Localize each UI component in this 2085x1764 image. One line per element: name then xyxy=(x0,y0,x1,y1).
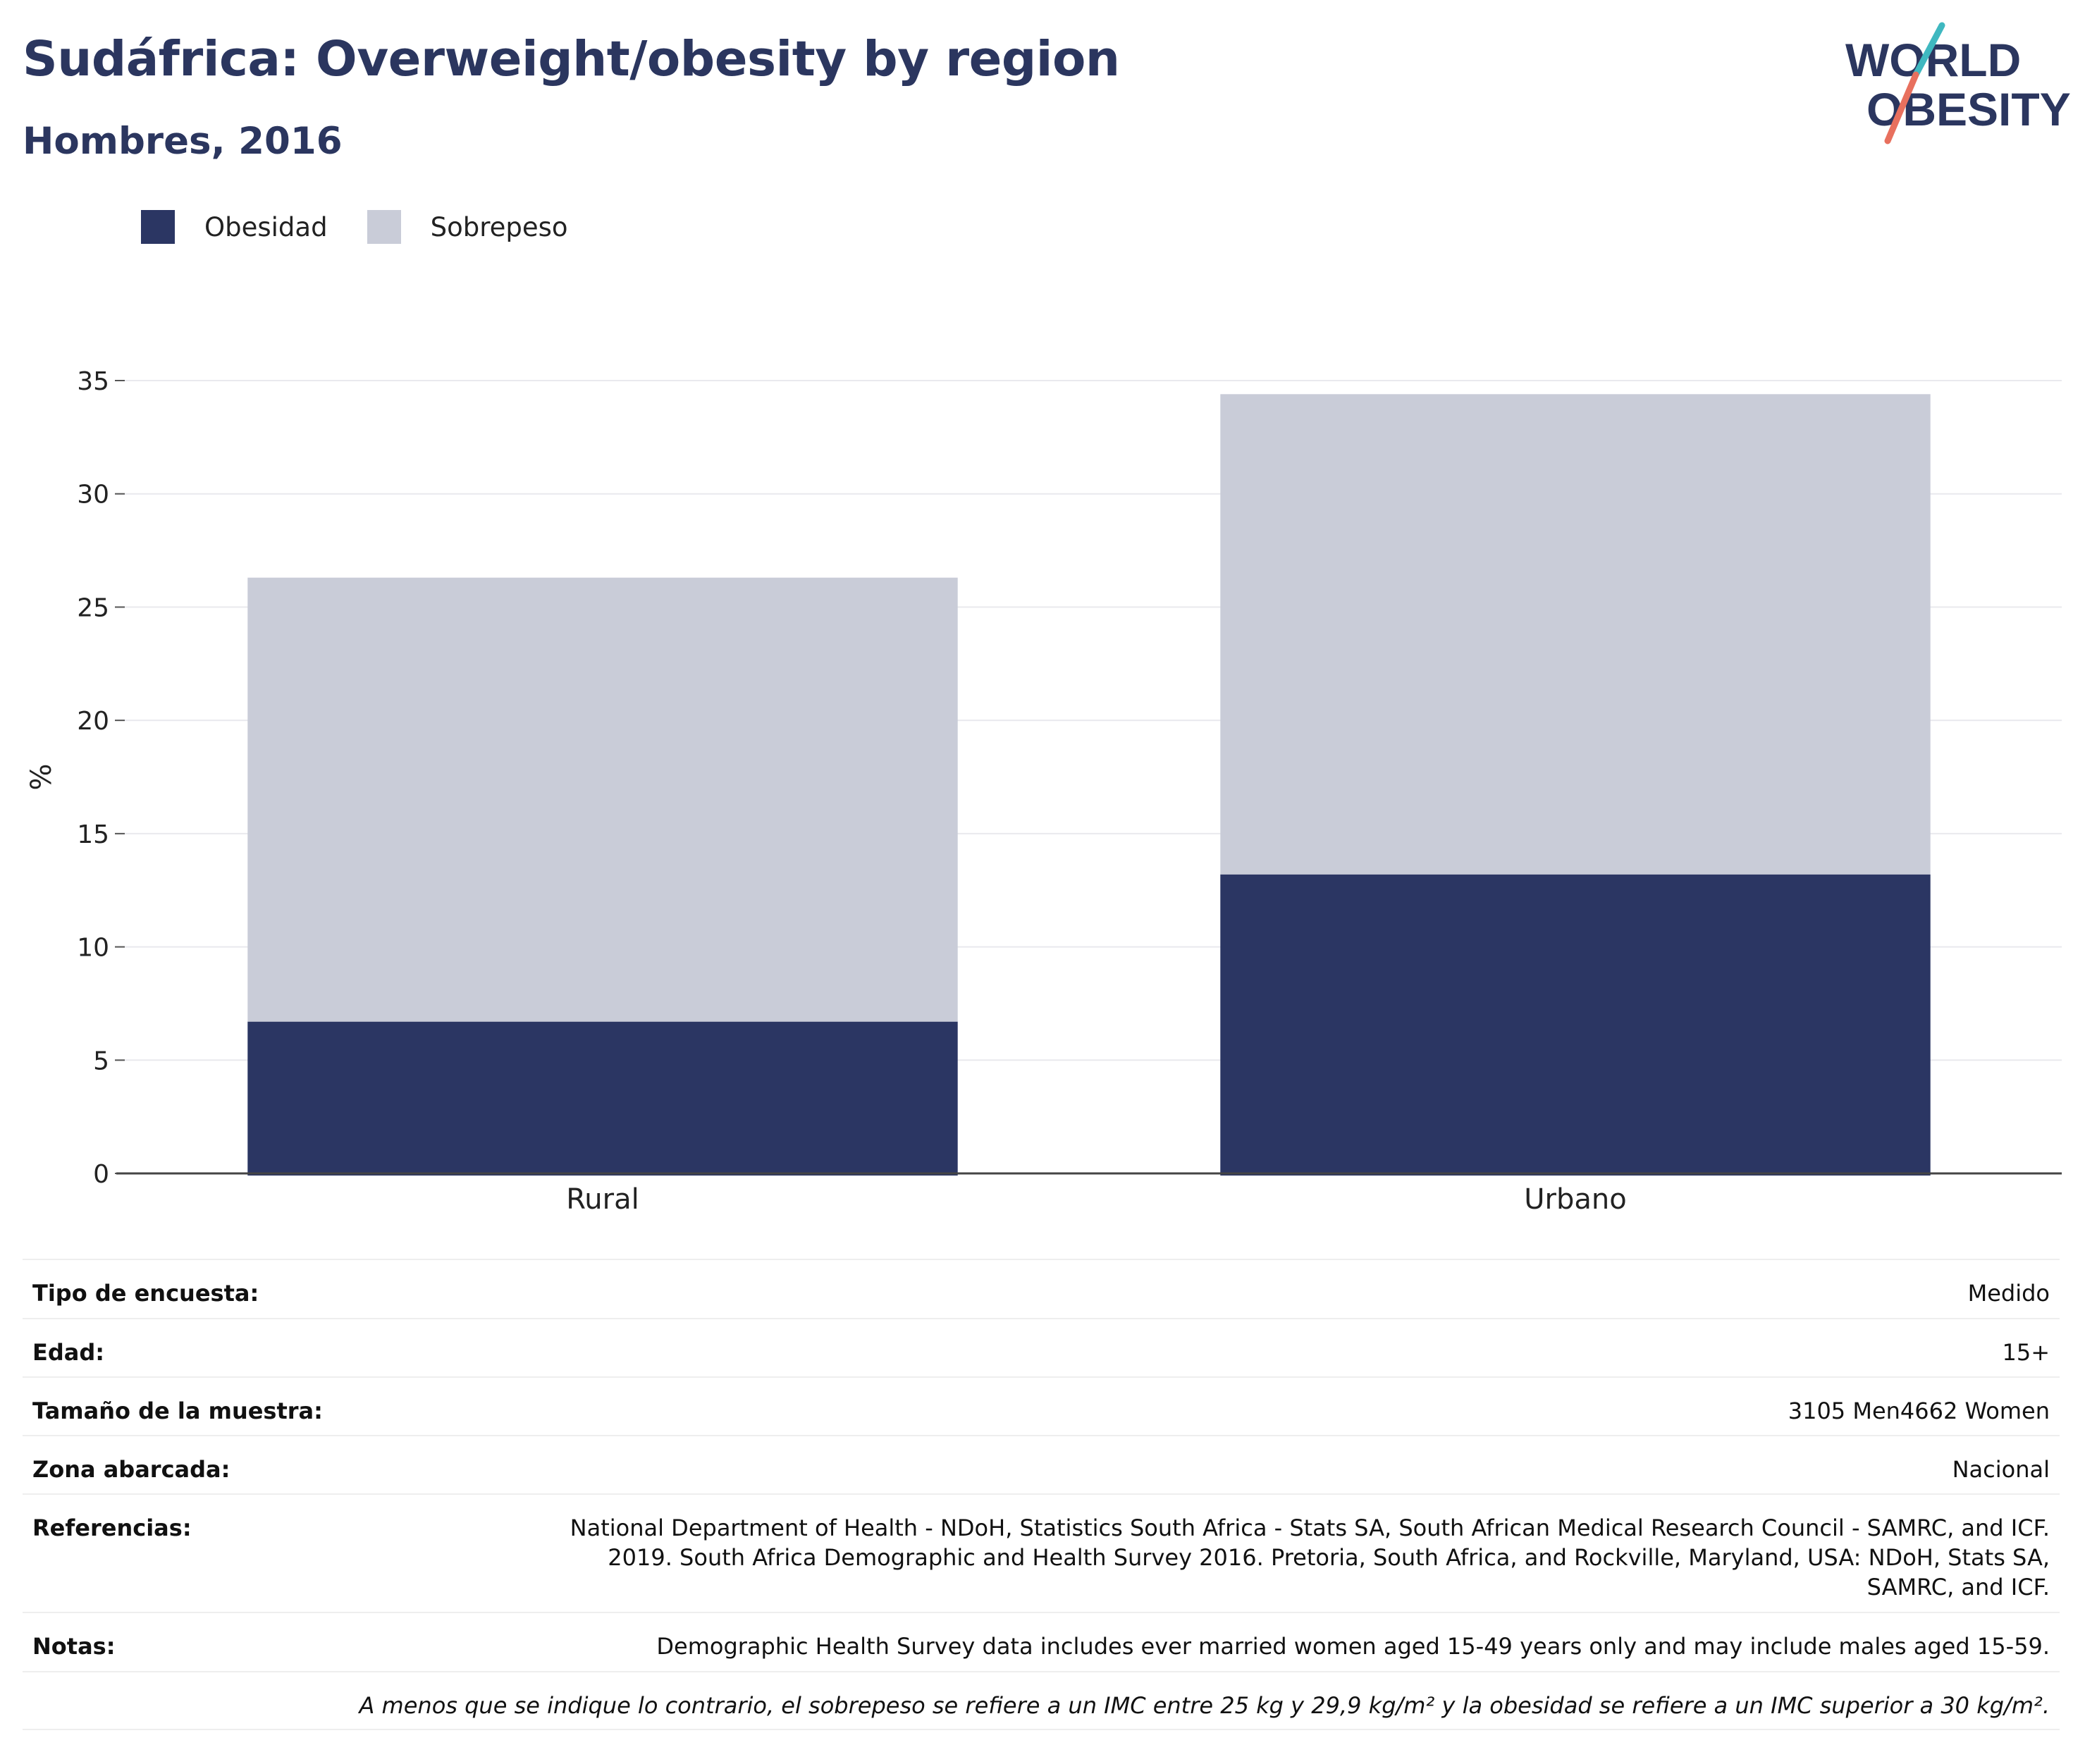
y-tick-label: 35 xyxy=(77,367,109,396)
meta-key: Tipo de encuesta: xyxy=(32,1280,259,1307)
bar-overweight xyxy=(247,577,958,1022)
meta-key: Zona abarcada: xyxy=(32,1456,230,1483)
y-tick-label: 30 xyxy=(77,481,109,510)
x-tick-label: Urbano xyxy=(1524,1183,1626,1216)
y-tick-label: 0 xyxy=(93,1160,109,1189)
meta-row-coverage: Zona abarcada: Nacional xyxy=(23,1435,2060,1493)
legend-swatch-overweight xyxy=(367,210,401,244)
meta-row-notes: Notas: Demographic Health Survey data in… xyxy=(23,1612,2060,1671)
world-obesity-logo: WORLD OBESITY xyxy=(1845,22,2071,144)
footnote: A menos que se indique lo contrario, el … xyxy=(359,1692,2050,1719)
meta-row-survey-type: Tipo de encuesta: Medido xyxy=(23,1259,2060,1318)
meta-value: 15+ xyxy=(2002,1339,2050,1366)
bar-obesity xyxy=(1220,874,1931,1176)
legend-item-overweight[interactable]: Sobrepeso xyxy=(367,210,568,244)
stacked-bar-chart: 0 5 10 15 20 25 30 35% Rural Urbano xyxy=(25,367,2062,1216)
y-tick-label: 10 xyxy=(77,934,109,963)
meta-value: National Department of Health - NDoH, St… xyxy=(570,1515,2050,1600)
meta-row-footnote: A menos que se indique lo contrario, el … xyxy=(23,1671,2060,1730)
page-title: Sudáfrica: Overweight/obesity by region xyxy=(23,31,1120,87)
y-tick-label: 5 xyxy=(93,1047,109,1075)
legend-swatch-obesity xyxy=(141,210,175,244)
meta-key: Tamaño de la muestra: xyxy=(32,1398,323,1424)
logo-text-obesity: OBESITY xyxy=(1866,83,2071,135)
legend-item-obesity[interactable]: Obesidad xyxy=(141,210,328,244)
logo-slash-teal xyxy=(1912,22,1945,78)
meta-row-references: Referencias: National Department of Heal… xyxy=(23,1493,2060,1612)
meta-row-age: Edad: 15+ xyxy=(23,1318,2060,1376)
legend-label-obesity: Obesidad xyxy=(204,211,328,242)
logo-slash-coral xyxy=(1884,71,1919,144)
meta-key: Edad: xyxy=(32,1339,105,1366)
page-subtitle: Hombres, 2016 xyxy=(23,120,343,163)
legend-label-overweight: Sobrepeso xyxy=(430,211,568,242)
meta-value: Demographic Health Survey data includes … xyxy=(656,1633,2050,1660)
y-tick-label: 20 xyxy=(77,707,109,736)
meta-value: 3105 Men4662 Women xyxy=(1788,1398,2050,1424)
x-tick-label: Rural xyxy=(566,1183,639,1216)
meta-value: Nacional xyxy=(1952,1456,2050,1483)
meta-value: Medido xyxy=(1967,1280,2050,1307)
meta-key: Referencias: xyxy=(32,1515,192,1541)
y-tick-label: 25 xyxy=(77,593,109,622)
y-tick-label: 15 xyxy=(77,820,109,849)
bar-overweight xyxy=(1220,394,1931,875)
bar-obesity xyxy=(247,1021,958,1176)
y-axis-title: % xyxy=(25,763,58,790)
metadata-table: Tipo de encuesta: Medido Edad: 15+ Tamañ… xyxy=(23,1259,2060,1730)
meta-key: Notas: xyxy=(32,1633,116,1660)
chart-legend: Obesidad Sobrepeso xyxy=(141,210,608,244)
meta-row-sample-size: Tamaño de la muestra: 3105 Men4662 Women xyxy=(23,1376,2060,1435)
